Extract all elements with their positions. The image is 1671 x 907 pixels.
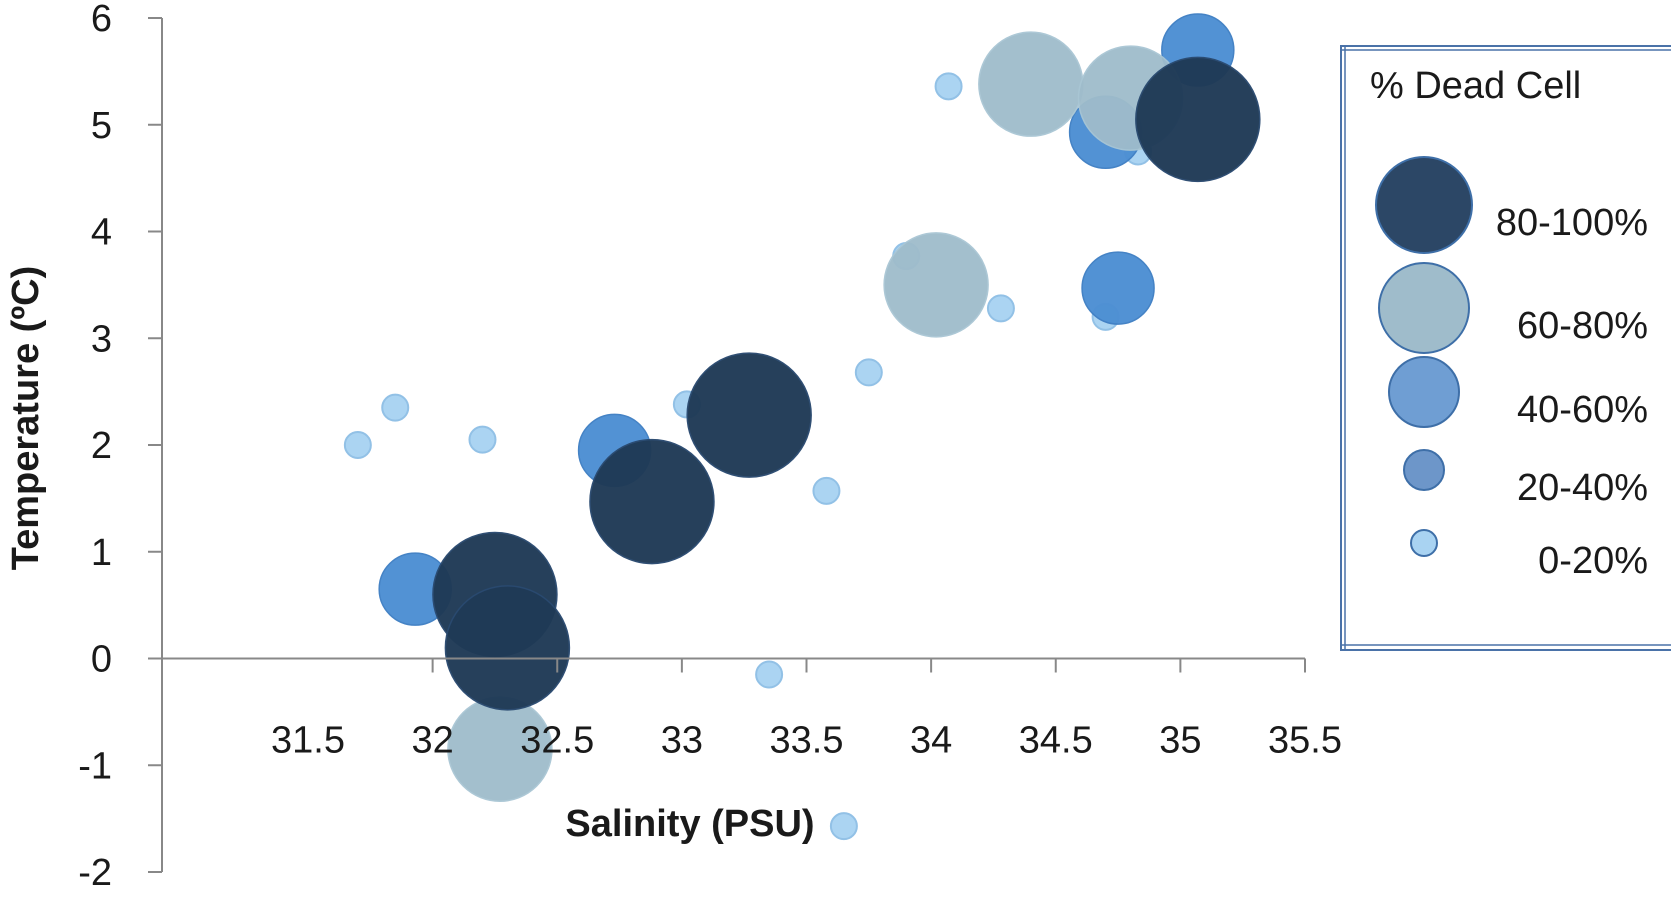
y-tick-label: 2: [91, 425, 112, 467]
legend-label: 60-80%: [1517, 305, 1648, 347]
bubble-point: [978, 31, 1084, 137]
legend-label: 40-60%: [1517, 389, 1648, 431]
bubble-point: [468, 425, 497, 454]
legend-label: 0-20%: [1538, 540, 1648, 582]
y-tick-label: 1: [91, 532, 112, 574]
legend-bubble: [1378, 262, 1470, 354]
x-tick-label: 31.5: [271, 720, 345, 762]
bubble-point: [755, 660, 784, 689]
bubble-point: [444, 585, 571, 711]
y-axis-title: Temperature (ºC): [5, 266, 47, 571]
bubble-point: [589, 438, 715, 565]
x-tick-label: 35.5: [1268, 720, 1342, 762]
y-tick-label: -2: [78, 852, 112, 894]
bubble-point: [883, 232, 989, 338]
bubble-point: [934, 72, 963, 101]
y-axis-ticks: -2 -1 0 1 2 3 4 5 6: [78, 0, 162, 894]
legend-box: [1340, 45, 1671, 651]
bubble-layer: [343, 13, 1261, 841]
y-tick-label: 3: [91, 318, 112, 360]
bubble-point: [1081, 251, 1155, 325]
bubble-point: [812, 476, 841, 505]
legend: % Dead Cell 80-100% 60-80% 40-60% 20-40% 0-2…: [1340, 45, 1671, 651]
x-tick-label: 34.5: [1019, 720, 1093, 762]
legend-label: 20-40%: [1517, 467, 1648, 509]
x-tick-label: 33.5: [770, 720, 844, 762]
legend-label: 80-100%: [1496, 202, 1648, 244]
bubble-point: [986, 294, 1015, 323]
bubble-point: [381, 393, 410, 422]
legend-bubble: [1403, 449, 1445, 491]
legend-bubble: [1410, 529, 1438, 557]
bubble-point: [829, 812, 858, 841]
legend-items: 80-100% 60-80% 40-60% 20-40% 0-20%: [1375, 156, 1648, 582]
y-tick-label: -1: [78, 745, 112, 787]
x-tick-label: 35: [1159, 720, 1201, 762]
bubble-point: [854, 358, 883, 387]
y-tick-label: 4: [91, 212, 112, 254]
legend-title: % Dead Cell: [1370, 65, 1581, 107]
x-tick-label: 32: [411, 720, 453, 762]
bubble-point: [686, 352, 812, 478]
legend-bubble: [1375, 156, 1473, 254]
x-tick-label: 33: [661, 720, 703, 762]
x-axis-ticks: 31.5 32 32.5 33 33.5 34 34.5 35 35.5: [271, 658, 1342, 762]
y-tick-label: 5: [91, 105, 112, 147]
y-tick-label: 0: [91, 639, 112, 681]
x-axis-title: Salinity (PSU): [565, 803, 814, 845]
x-tick-label: 34: [910, 720, 952, 762]
bubble-point: [1135, 56, 1261, 183]
x-tick-label: 32.5: [520, 720, 594, 762]
bubble-point: [343, 431, 372, 459]
legend-bubble: [1388, 356, 1460, 428]
y-tick-label: 6: [91, 0, 112, 40]
